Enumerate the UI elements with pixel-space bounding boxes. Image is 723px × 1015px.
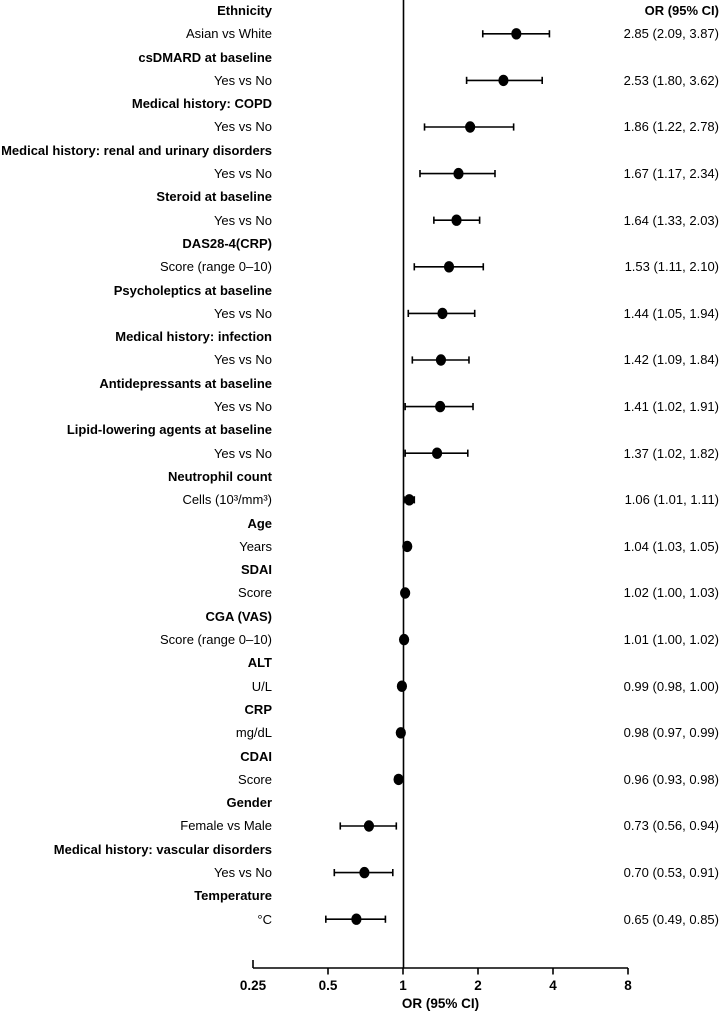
row-label: Yes vs No (213, 865, 272, 880)
row-label: Yes vs No (213, 445, 272, 461)
or-value: 0.70 (0.53, 0.91) (623, 865, 719, 880)
row-group-header: Lipid-lowering agents at baseline (66, 422, 272, 438)
x-axis-tick-label: 0.25 (240, 978, 267, 993)
or-value: 1.02 (1.00, 1.03) (623, 585, 719, 601)
or-value: 1.06 (1.01, 1.11) (624, 492, 719, 508)
row-label: U/L (251, 678, 272, 694)
row-group-header: Medical history: COPD (131, 96, 272, 111)
or-marker (435, 354, 447, 366)
or-value: 0.65 (0.49, 0.85) (623, 911, 719, 927)
or-value: 1.67 (1.17, 2.34) (623, 165, 719, 181)
row-group-header: Psycholeptics at baseline (113, 282, 272, 298)
or-value: 0.99 (0.98, 1.00) (623, 678, 719, 694)
row-group-header: SDAI (240, 562, 272, 578)
row-group-header: Medical history: renal and urinary disor… (1, 142, 272, 158)
or-value: 1.41 (1.02, 1.91) (623, 399, 719, 414)
row-label: Yes vs No (213, 352, 272, 368)
row-group-header: Medical history: vascular disorders (53, 841, 272, 857)
or-marker (453, 167, 464, 180)
or-marker (404, 494, 415, 506)
or-marker (498, 74, 509, 87)
x-axis-tick-label: 2 (474, 978, 482, 993)
row-label: Yes vs No (213, 212, 272, 228)
or-value: 1.01 (1.00, 1.02) (623, 632, 719, 647)
row-group-header: Neutrophil count (168, 468, 272, 484)
or-value: 1.86 (1.22, 2.78) (623, 119, 719, 135)
or-marker (395, 727, 406, 739)
row-label: Cells (10³/mm³) (182, 492, 272, 508)
or-marker (443, 261, 455, 273)
or-marker (465, 121, 476, 133)
or-value: 1.04 (1.03, 1.05) (623, 538, 719, 554)
row-label: Years (239, 538, 272, 554)
row-label: Score (range 0–10) (159, 259, 272, 275)
row-group-header: csDMARD at baseline (138, 49, 272, 65)
or-marker (398, 633, 410, 646)
row-group-header: ALT (247, 655, 272, 671)
row-group-header: DAS28-4(CRP) (182, 235, 272, 251)
row-label: Yes vs No (213, 305, 272, 321)
or-value: 1.64 (1.33, 2.03) (623, 212, 719, 228)
or-marker (402, 540, 413, 553)
or-value: 0.96 (0.93, 0.98) (623, 771, 719, 787)
x-axis-tick-label: 0.5 (319, 978, 338, 993)
or-marker (431, 447, 443, 459)
or-marker (400, 587, 411, 599)
row-label: Female vs Male (180, 818, 272, 834)
row-group-header: CRP (244, 701, 272, 717)
row-label: Asian vs White (186, 26, 272, 42)
row-label: Score (range 0–10) (159, 632, 272, 647)
x-axis-title: OR (95% CI) (401, 996, 480, 1011)
row-group-header: Antidepressants at baseline (99, 375, 272, 391)
or-marker (435, 400, 446, 413)
row-label: Yes vs No (213, 165, 272, 181)
row-group-header: CDAI (240, 748, 272, 764)
row-label: Score (238, 771, 272, 787)
row-group-header: Ethnicity (217, 2, 272, 18)
or-value: 1.53 (1.11, 2.10) (624, 259, 719, 275)
row-group-header: Temperature (194, 888, 272, 904)
row-label: mg/dL (235, 725, 272, 741)
or-marker (363, 820, 375, 832)
or-marker (393, 773, 404, 786)
or-value: 1.42 (1.09, 1.84) (623, 352, 719, 368)
or-marker (451, 214, 462, 226)
or-marker (351, 913, 362, 925)
row-group-header: Gender (226, 795, 272, 811)
or-marker (396, 680, 408, 692)
x-axis-tick-label: 4 (549, 978, 557, 993)
x-axis-tick-label: 8 (624, 978, 632, 993)
or-marker (511, 28, 522, 40)
row-group-header: CGA (VAS) (205, 608, 272, 624)
row-label: Yes vs No (213, 72, 272, 88)
row-label: Yes vs No (213, 119, 272, 135)
or-value: 1.37 (1.02, 1.82) (623, 445, 719, 461)
or-column-header: OR (95% CI) (644, 3, 719, 18)
or-value: 0.73 (0.56, 0.94) (623, 818, 719, 834)
row-label: Yes vs No (213, 399, 272, 414)
or-marker (437, 307, 448, 320)
row-label: Score (238, 585, 272, 601)
x-axis-tick-label: 1 (399, 978, 407, 993)
or-value: 1.44 (1.05, 1.94) (623, 305, 719, 321)
row-group-header: Age (247, 515, 272, 531)
or-value: 2.53 (1.80, 3.62) (623, 72, 719, 88)
or-marker (359, 866, 370, 879)
row-group-header: Steroid at baseline (156, 189, 272, 205)
row-group-header: Medical history: infection (115, 329, 272, 345)
row-label: °C (257, 911, 272, 927)
or-value: 2.85 (2.09, 3.87) (623, 26, 719, 42)
or-value: 0.98 (0.97, 0.99) (623, 725, 719, 741)
